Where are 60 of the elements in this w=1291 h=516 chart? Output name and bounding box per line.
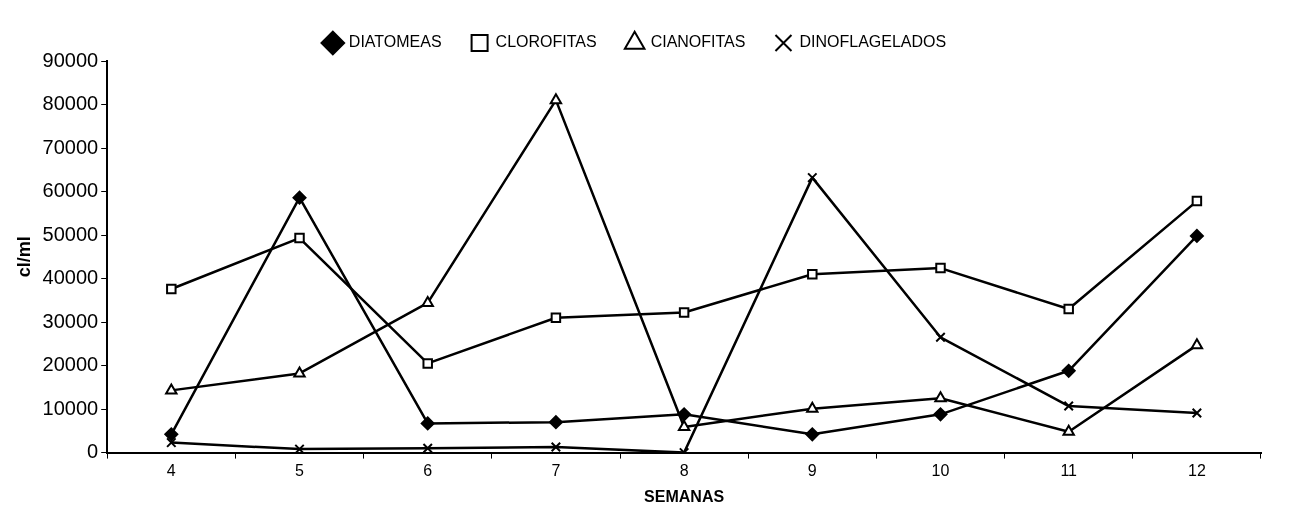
point: [1190, 338, 1204, 350]
point: [294, 232, 305, 244]
x-tick-label: 11: [1060, 461, 1078, 479]
x-tick-label: 12: [1188, 461, 1206, 479]
point: [550, 312, 562, 323]
y-axis-title: cl/ml: [13, 236, 34, 278]
y-tick-label: 40000: [42, 266, 99, 289]
point: [1063, 400, 1074, 412]
point: [294, 443, 305, 453]
y-tick-label: 70000: [42, 135, 99, 158]
legend-label: DINOFLAGELADOS: [799, 33, 947, 51]
y-tick-label: 50000: [42, 222, 99, 245]
x-tick-label: 7: [551, 461, 561, 479]
point: [548, 415, 563, 430]
point: [293, 366, 306, 378]
point: [677, 407, 692, 422]
x-tick-label: 9: [807, 461, 817, 479]
x-tick-label: 6: [423, 461, 433, 479]
point: [549, 93, 563, 105]
y-tick-label: 60000: [42, 179, 99, 202]
legend-label: CLOROFITAS: [495, 33, 597, 51]
x-axis-title: SEMANAS: [644, 487, 725, 505]
point: [1063, 303, 1074, 315]
point: [1061, 363, 1076, 378]
point: [1189, 228, 1204, 243]
point: [807, 172, 818, 183]
point: [164, 427, 179, 442]
point: [420, 416, 435, 431]
point: [1191, 407, 1203, 419]
x-tick-label: 4: [166, 461, 176, 479]
legend-label: CIANOFITAS: [650, 33, 746, 51]
point: [805, 427, 820, 442]
y-tick-label: 20000: [42, 353, 99, 376]
point: [1191, 195, 1203, 207]
point: [422, 443, 433, 453]
x-tick-label: 5: [295, 461, 305, 479]
point: [550, 441, 562, 453]
y-tick-label: 90000: [42, 48, 99, 71]
point: [166, 283, 177, 295]
point: [807, 268, 818, 280]
point: [935, 262, 946, 274]
legend-label: DIATOMEAS: [348, 33, 442, 51]
point: [421, 295, 434, 307]
point: [677, 419, 691, 431]
y-tick-label: 80000: [42, 92, 99, 115]
point: [165, 383, 178, 395]
point: [934, 391, 947, 403]
y-tick-label: 0: [87, 440, 99, 463]
point: [422, 358, 433, 369]
y-tick-label: 30000: [42, 309, 99, 332]
point: [678, 307, 690, 318]
x-tick-label: 8: [679, 461, 689, 479]
point: [935, 332, 946, 343]
y-tick-label: 10000: [42, 396, 99, 419]
point: [166, 437, 177, 448]
point: [933, 407, 948, 422]
point: [806, 401, 819, 413]
point: [1062, 424, 1075, 436]
point: [292, 190, 307, 205]
x-tick-label: 10: [931, 461, 950, 479]
